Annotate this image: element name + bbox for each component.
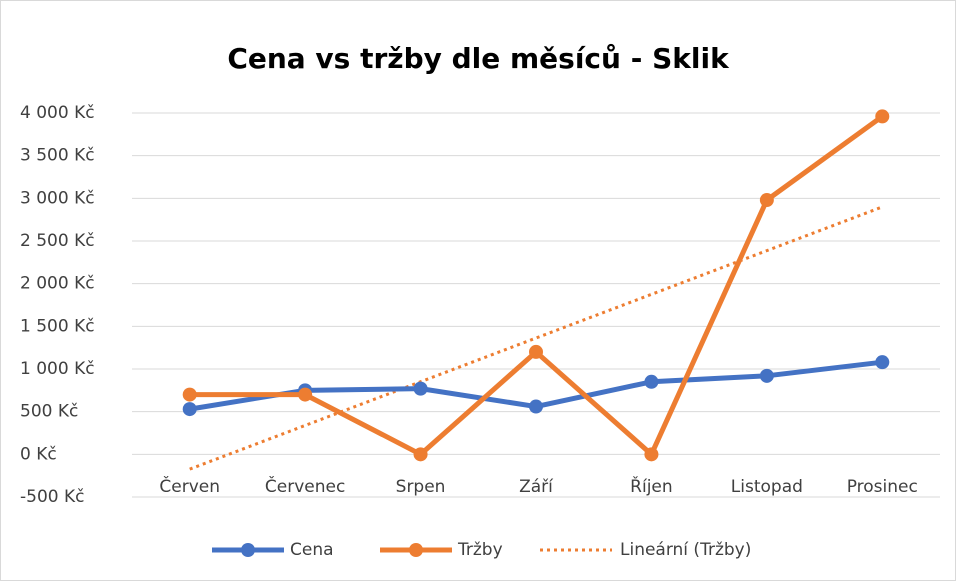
y-tick-label: 3 000 Kč: [20, 188, 95, 208]
data-point: [182, 387, 197, 402]
trendline: [189, 205, 883, 471]
data-point: [529, 344, 543, 359]
legend-label: Tržby: [457, 540, 503, 560]
y-tick-label: 0 Kč: [20, 444, 57, 464]
y-tick-label: 2 000 Kč: [20, 274, 95, 294]
y-tick-label: -500 Kč: [20, 487, 84, 507]
data-point: [182, 402, 197, 417]
legend-marker: [409, 543, 423, 557]
data-point: [413, 447, 428, 462]
x-tick-label: Červen: [159, 475, 220, 497]
x-tick-label: Srpen: [396, 477, 446, 497]
data-point: [644, 447, 659, 462]
y-tick-label: 500 Kč: [20, 402, 78, 422]
legend-label: Lineární (Tržby): [620, 540, 751, 560]
x-tick-label: Listopad: [731, 477, 803, 497]
data-point: [298, 387, 313, 402]
legend-marker: [241, 543, 255, 557]
y-tick-label: 3 500 Kč: [20, 146, 95, 166]
x-tick-label: Prosinec: [847, 477, 918, 497]
data-point: [529, 399, 543, 414]
y-tick-label: 1 000 Kč: [20, 359, 95, 379]
data-point: [644, 374, 659, 389]
legend-label: Cena: [290, 540, 334, 560]
x-tick-label: Červenec: [265, 475, 345, 497]
data-point: [413, 381, 428, 396]
data-point: [759, 193, 774, 208]
x-tick-label: Září: [519, 477, 554, 497]
data-point: [875, 109, 890, 124]
y-tick-label: 2 500 Kč: [20, 231, 95, 251]
data-point: [759, 368, 774, 383]
y-tick-label: 4 000 Kč: [20, 103, 95, 123]
chart-title: Cena vs tržby dle měsíců - Sklik: [227, 42, 730, 75]
data-point: [875, 355, 890, 370]
y-tick-label: 1 500 Kč: [20, 316, 95, 336]
x-tick-label: Říjen: [630, 475, 673, 497]
